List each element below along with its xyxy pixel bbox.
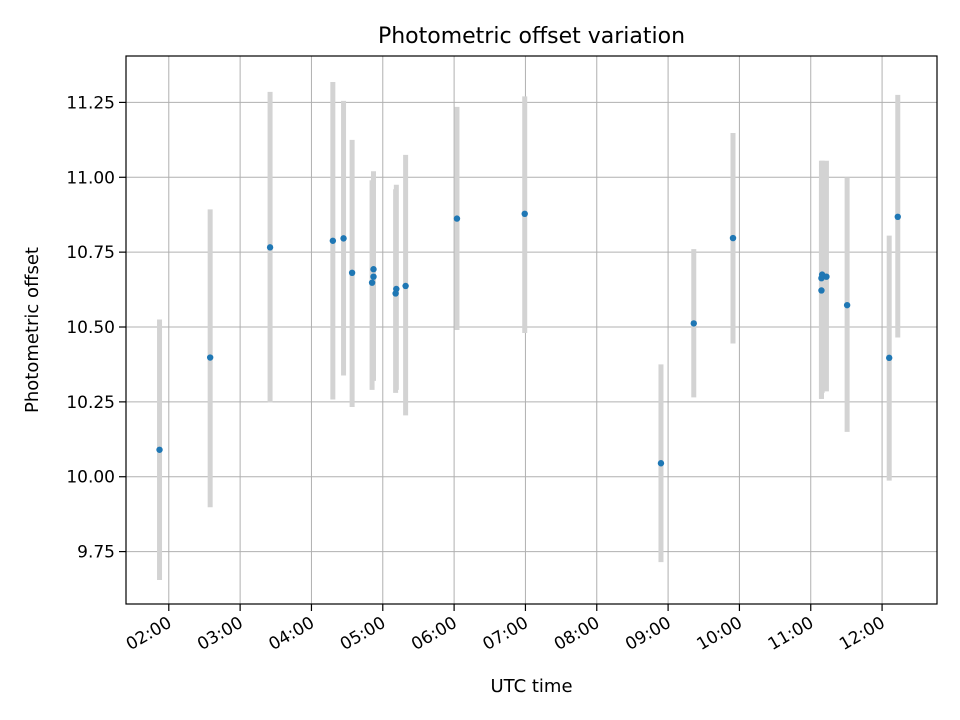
data-point — [453, 215, 461, 222]
data-point — [329, 237, 337, 244]
x-tick-label: 04:00 — [266, 613, 318, 655]
x-tick-label: 05:00 — [337, 613, 389, 655]
data-point — [818, 287, 825, 294]
x-tick-label: 08:00 — [551, 613, 603, 655]
data-point — [886, 354, 893, 362]
plot-frame — [125, 55, 938, 605]
y-tick-label: 10.00 — [66, 468, 115, 488]
x-tick-label: 11:00 — [765, 613, 817, 655]
x-tick-label: 07:00 — [480, 613, 532, 655]
x-tick-label: 06:00 — [408, 613, 460, 655]
x-tick-label: 03:00 — [194, 613, 246, 655]
data-point — [729, 234, 737, 242]
data-point — [206, 354, 214, 361]
data-point — [894, 213, 901, 221]
plot-background — [126, 56, 937, 604]
data-point — [370, 266, 377, 273]
y-axis: 9.75 10.00 10.25 10.50 10.75 11.00 11.25 — [66, 93, 126, 563]
x-tick-label: 02:00 — [123, 613, 175, 655]
chart-title: Photometric offset variation — [378, 24, 685, 49]
data-point — [690, 320, 697, 327]
data-point — [521, 210, 528, 218]
y-tick-label: 10.50 — [66, 318, 115, 338]
data-point — [402, 282, 409, 290]
x-tick-label: 12:00 — [836, 613, 888, 655]
y-tick-label: 10.25 — [66, 393, 115, 413]
y-tick-label: 9.75 — [77, 543, 115, 563]
y-tick-label: 11.25 — [66, 93, 115, 113]
data-point — [393, 285, 400, 293]
data-points — [156, 210, 901, 467]
y-tick-label: 10.75 — [66, 243, 115, 263]
data-point — [843, 301, 851, 309]
data-point — [266, 244, 274, 251]
x-tick-label: 09:00 — [622, 613, 674, 655]
data-point — [657, 460, 665, 467]
data-point — [348, 269, 356, 277]
y-axis-label: Photometric offset — [22, 247, 43, 413]
y-tick-label: 11.00 — [66, 168, 115, 188]
data-point — [156, 446, 163, 453]
x-axis-label: UTC time — [490, 676, 572, 697]
data-point — [370, 273, 377, 280]
data-point — [368, 279, 376, 286]
data-point — [340, 235, 347, 242]
data-point — [823, 273, 830, 280]
x-tick-label: 10:00 — [693, 613, 745, 655]
x-axis: 02:00 03:00 04:00 05:00 06:00 07:00 08:00 09:00… — [123, 604, 889, 655]
